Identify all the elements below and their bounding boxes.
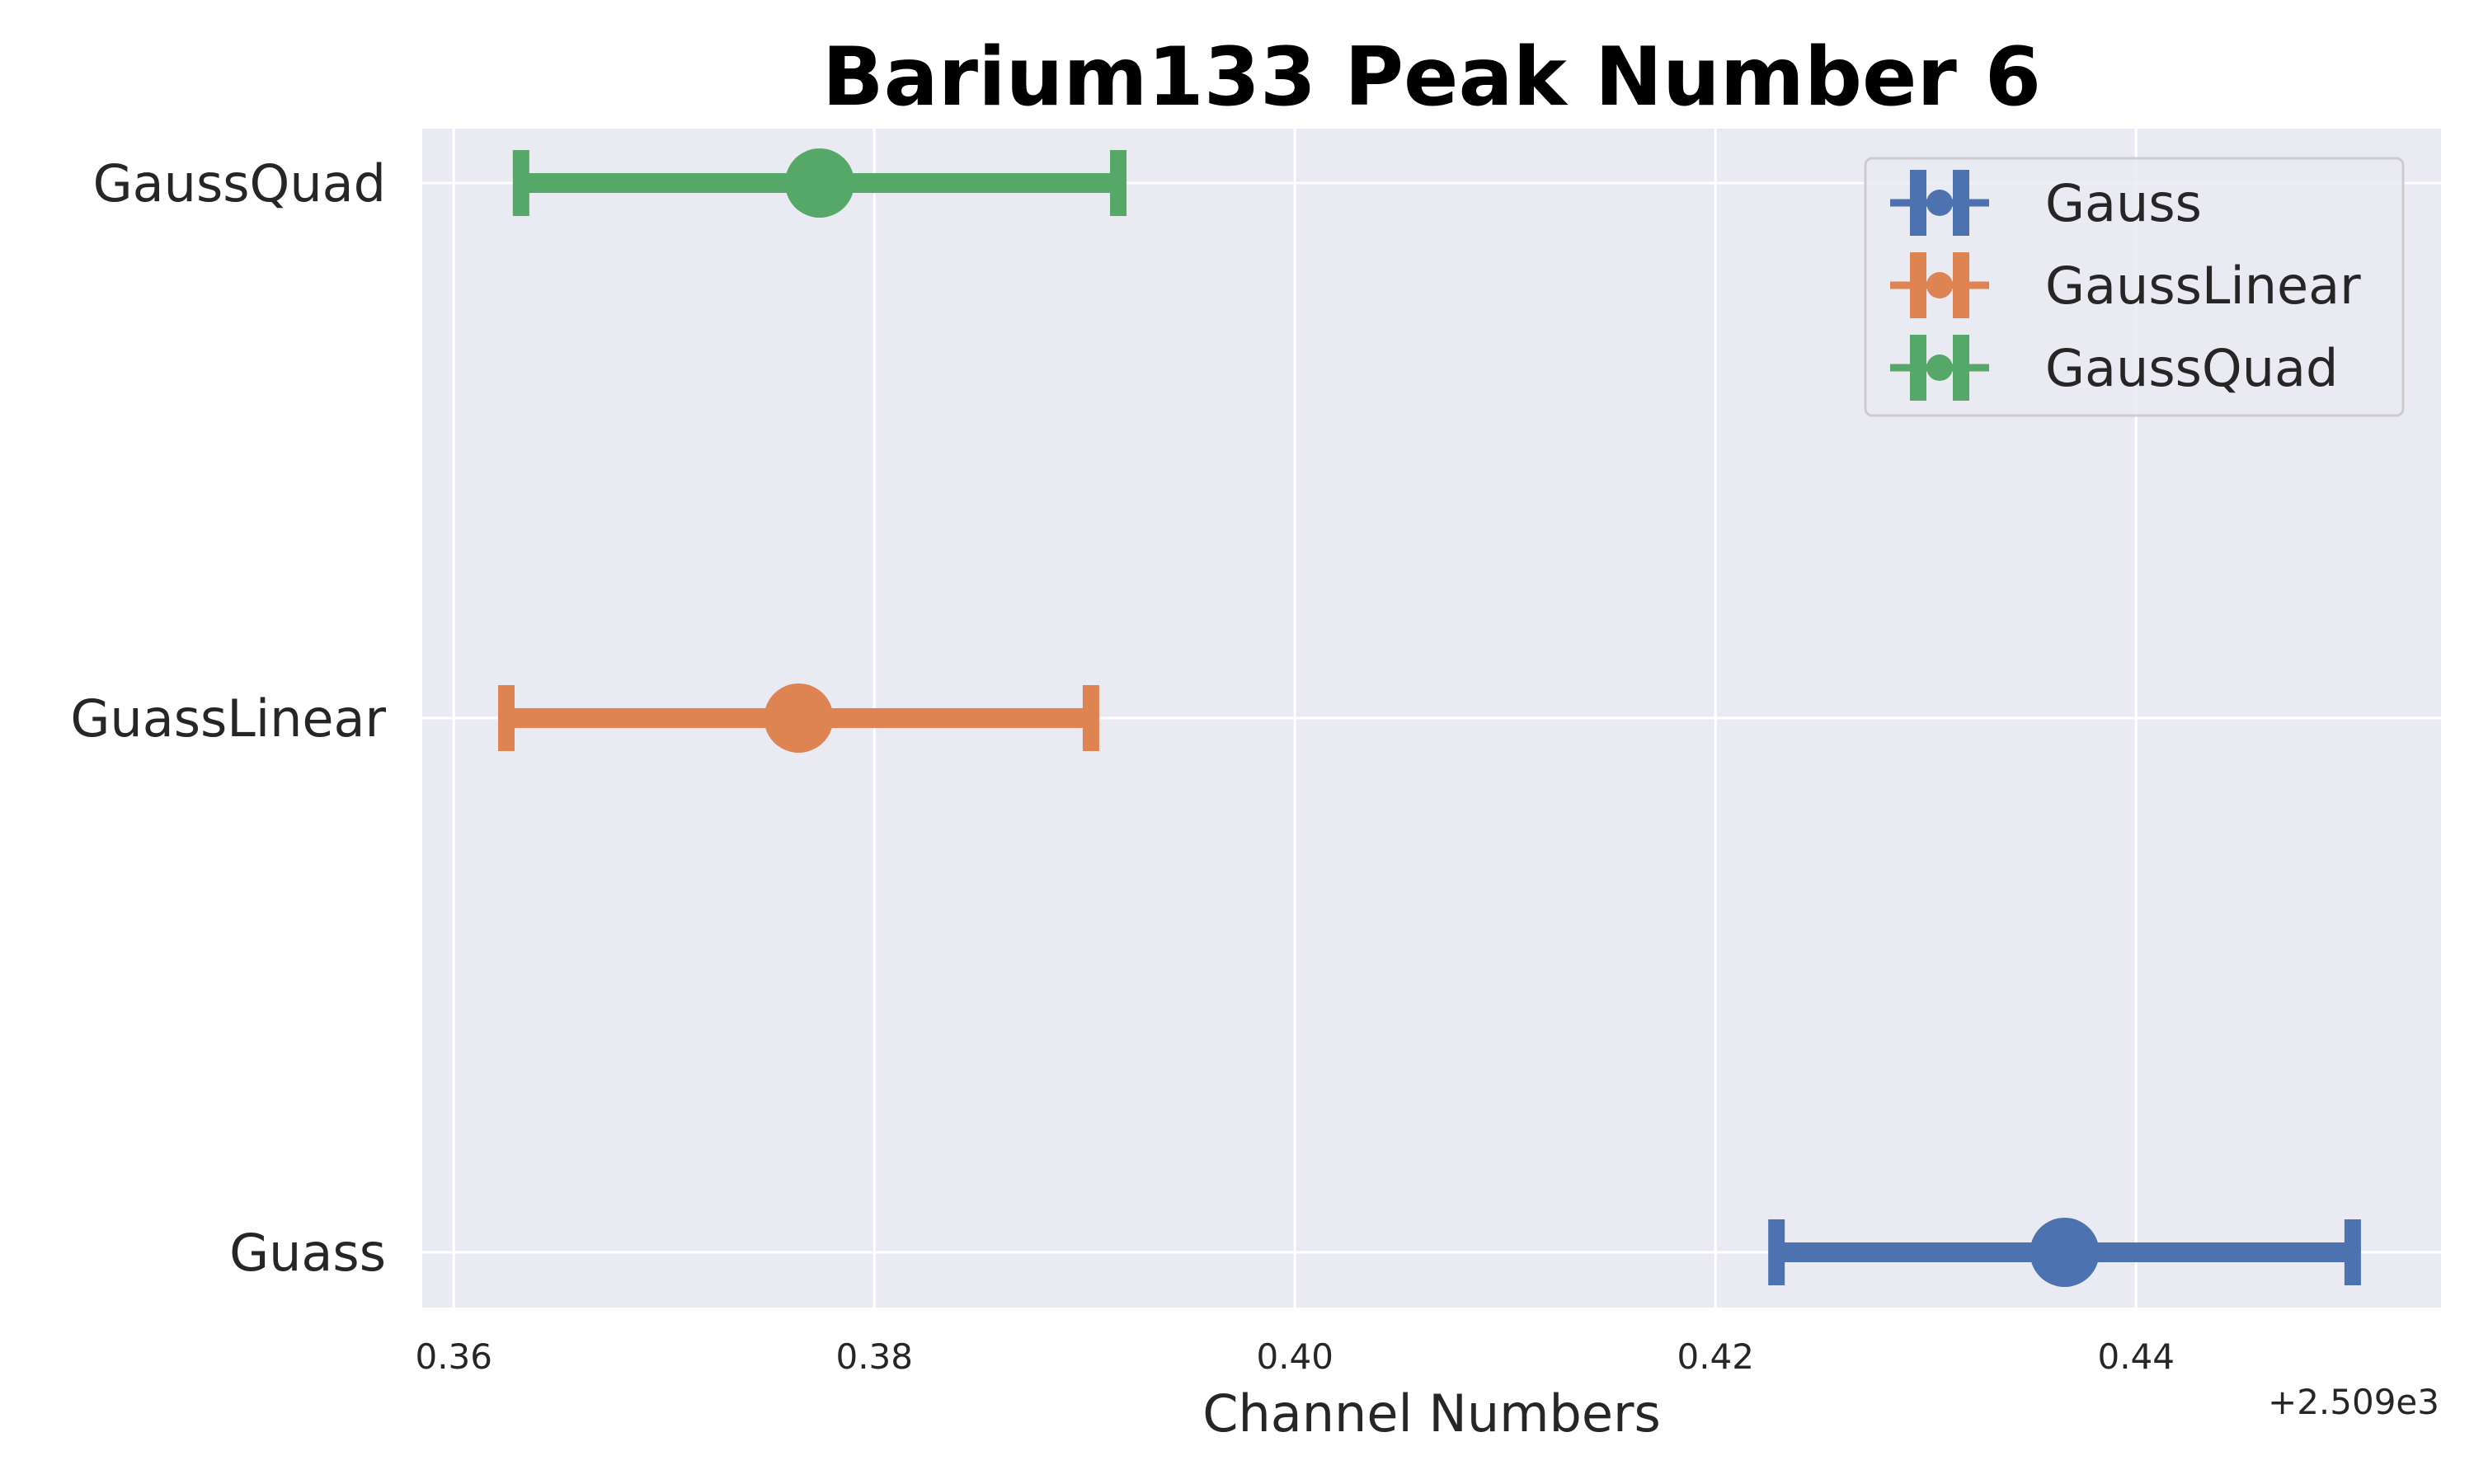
data-point bbox=[784, 148, 854, 218]
legend-marker bbox=[1926, 272, 1953, 298]
legend-marker bbox=[1926, 355, 1953, 381]
x-tick-labels: 0.36 0.38 0.40 0.42 0.44 bbox=[415, 1336, 2175, 1377]
legend-label: GaussLinear bbox=[2045, 256, 2361, 316]
y-tick-label: Guass bbox=[229, 1223, 386, 1283]
x-axis-label: Channel Numbers bbox=[1202, 1383, 1661, 1444]
legend-item-gaussquad: GaussQuad bbox=[1890, 335, 2338, 401]
legend-marker bbox=[1926, 190, 1953, 216]
legend-box bbox=[1864, 157, 2405, 417]
y-tick-label: GuassLinear bbox=[70, 688, 386, 749]
legend-item-gauss: Gauss bbox=[1890, 170, 2202, 236]
x-tick-label: 0.40 bbox=[1256, 1336, 1333, 1377]
x-tick-label: 0.42 bbox=[1677, 1336, 1754, 1377]
x-axis-offset: +2.509e3 bbox=[2268, 1382, 2439, 1422]
y-tick-labels: Guass GuassLinear GaussQuad bbox=[70, 153, 386, 1283]
legend-label: GaussQuad bbox=[2045, 338, 2338, 398]
x-tick-label: 0.36 bbox=[415, 1336, 492, 1377]
legend-label: Gauss bbox=[2045, 173, 2202, 233]
data-point bbox=[764, 683, 834, 753]
data-point bbox=[2030, 1218, 2100, 1287]
legend-item-gausslinear: GaussLinear bbox=[1890, 252, 2361, 318]
x-tick-label: 0.44 bbox=[2097, 1336, 2175, 1377]
x-tick-label: 0.38 bbox=[835, 1336, 913, 1377]
legend: Gauss GaussLinear GaussQuad bbox=[1864, 157, 2405, 417]
series-gaussquad bbox=[512, 148, 1127, 218]
series-gausslinear bbox=[498, 683, 1099, 753]
y-tick-label: GaussQuad bbox=[93, 153, 386, 214]
chart-title: Barium133 Peak Number 6 bbox=[822, 31, 2041, 124]
series-gauss bbox=[1768, 1218, 2361, 1287]
series-layer bbox=[498, 148, 2361, 1287]
